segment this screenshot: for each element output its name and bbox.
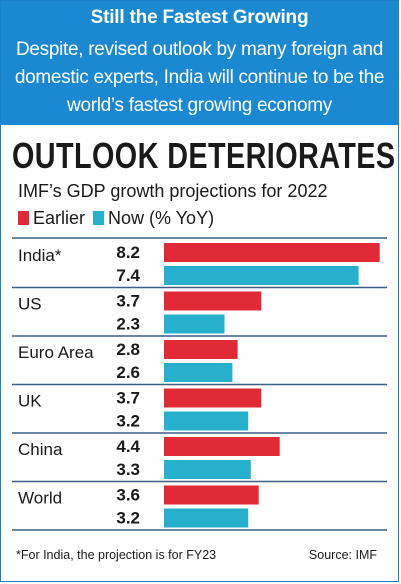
chart-footer: *For India, the projection is for FY23 S… [16, 548, 377, 562]
value-label-now: 7.4 [116, 266, 140, 285]
category-label: US [18, 295, 42, 314]
value-label-earlier: 3.6 [116, 486, 140, 505]
value-label-now: 3.3 [116, 460, 140, 479]
bar-earlier [164, 437, 280, 456]
category-label: India* [18, 246, 62, 265]
value-label-earlier: 2.8 [116, 340, 140, 359]
value-label-now: 2.6 [116, 363, 140, 382]
value-label-now: 3.2 [116, 509, 140, 528]
bar-earlier [164, 485, 259, 505]
legend-swatch-earlier [18, 211, 29, 225]
chart-headline: OUTLOOK DETERIORATES [12, 135, 396, 176]
chart-legend: Earlier Now (% YoY) [18, 207, 222, 229]
source-note: Source: IMF [308, 548, 377, 562]
category-label: Euro Area [18, 343, 94, 362]
legend-label-earlier: Earlier [33, 207, 86, 228]
value-label-earlier: 8.2 [116, 243, 140, 262]
bar-now [164, 314, 225, 334]
category-label: UK [18, 392, 42, 411]
legend-swatch-now [93, 211, 105, 225]
legend-item-now: Now (% YoY) [93, 208, 214, 229]
chart-subtitle: IMF’s GDP growth projections for 2022 [18, 181, 328, 201]
banner-title: Still the Fastest Growing [90, 7, 309, 28]
value-label-earlier: 3.7 [116, 389, 140, 408]
bar-now [164, 411, 249, 431]
footnote: *For India, the projection is for FY23 [16, 548, 217, 562]
value-label-earlier: 3.7 [116, 292, 140, 311]
bar-earlier [164, 388, 262, 408]
legend-item-earlier: Earlier [18, 208, 85, 229]
value-label-now: 2.3 [116, 315, 140, 334]
header-banner: Still the Fastest Growing Despite, revis… [1, 1, 398, 125]
bar-now [164, 363, 233, 382]
bar-earlier [164, 243, 380, 262]
bar-now [164, 460, 251, 479]
legend-label-now: Now (% YoY) [108, 207, 215, 228]
bar-earlier [164, 340, 238, 359]
bar-earlier [164, 291, 262, 311]
category-label: China [18, 440, 63, 459]
category-label: World [18, 489, 62, 508]
bar-now [164, 508, 249, 528]
value-label-now: 3.2 [116, 412, 140, 431]
bar-now [164, 266, 359, 285]
value-label-earlier: 4.4 [116, 437, 140, 456]
banner-body: Despite, revised outlook by many foreign… [14, 39, 385, 116]
